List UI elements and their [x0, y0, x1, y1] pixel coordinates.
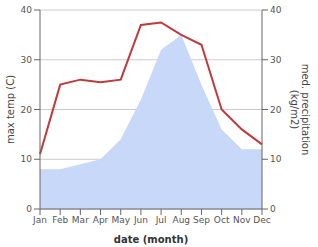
- svg-text:Dec: Dec: [253, 215, 270, 225]
- svg-text:Jul: Jul: [155, 215, 167, 225]
- svg-text:May: May: [111, 215, 130, 225]
- svg-text:40: 40: [21, 5, 33, 15]
- svg-text:30: 30: [21, 55, 33, 65]
- svg-text:med. precipitation(kg/m2): med. precipitation(kg/m2): [290, 64, 311, 156]
- svg-text:20: 20: [270, 105, 282, 115]
- svg-text:Oct: Oct: [214, 215, 230, 225]
- svg-text:date (month): date (month): [114, 234, 188, 245]
- svg-text:Jan: Jan: [32, 215, 47, 225]
- svg-text:Apr: Apr: [93, 215, 109, 225]
- svg-text:40: 40: [270, 5, 282, 15]
- svg-text:10: 10: [21, 154, 33, 164]
- svg-text:Mar: Mar: [72, 215, 89, 225]
- svg-text:0: 0: [26, 204, 32, 214]
- svg-text:20: 20: [21, 105, 33, 115]
- svg-text:10: 10: [270, 154, 282, 164]
- svg-text:Aug: Aug: [172, 215, 190, 225]
- svg-text:30: 30: [270, 55, 282, 65]
- svg-text:Jun: Jun: [133, 215, 148, 225]
- svg-text:Feb: Feb: [52, 215, 68, 225]
- svg-text:Nov: Nov: [233, 215, 251, 225]
- svg-text:Sep: Sep: [193, 215, 210, 225]
- svg-text:max temp (C): max temp (C): [8, 75, 16, 144]
- svg-text:0: 0: [270, 204, 276, 214]
